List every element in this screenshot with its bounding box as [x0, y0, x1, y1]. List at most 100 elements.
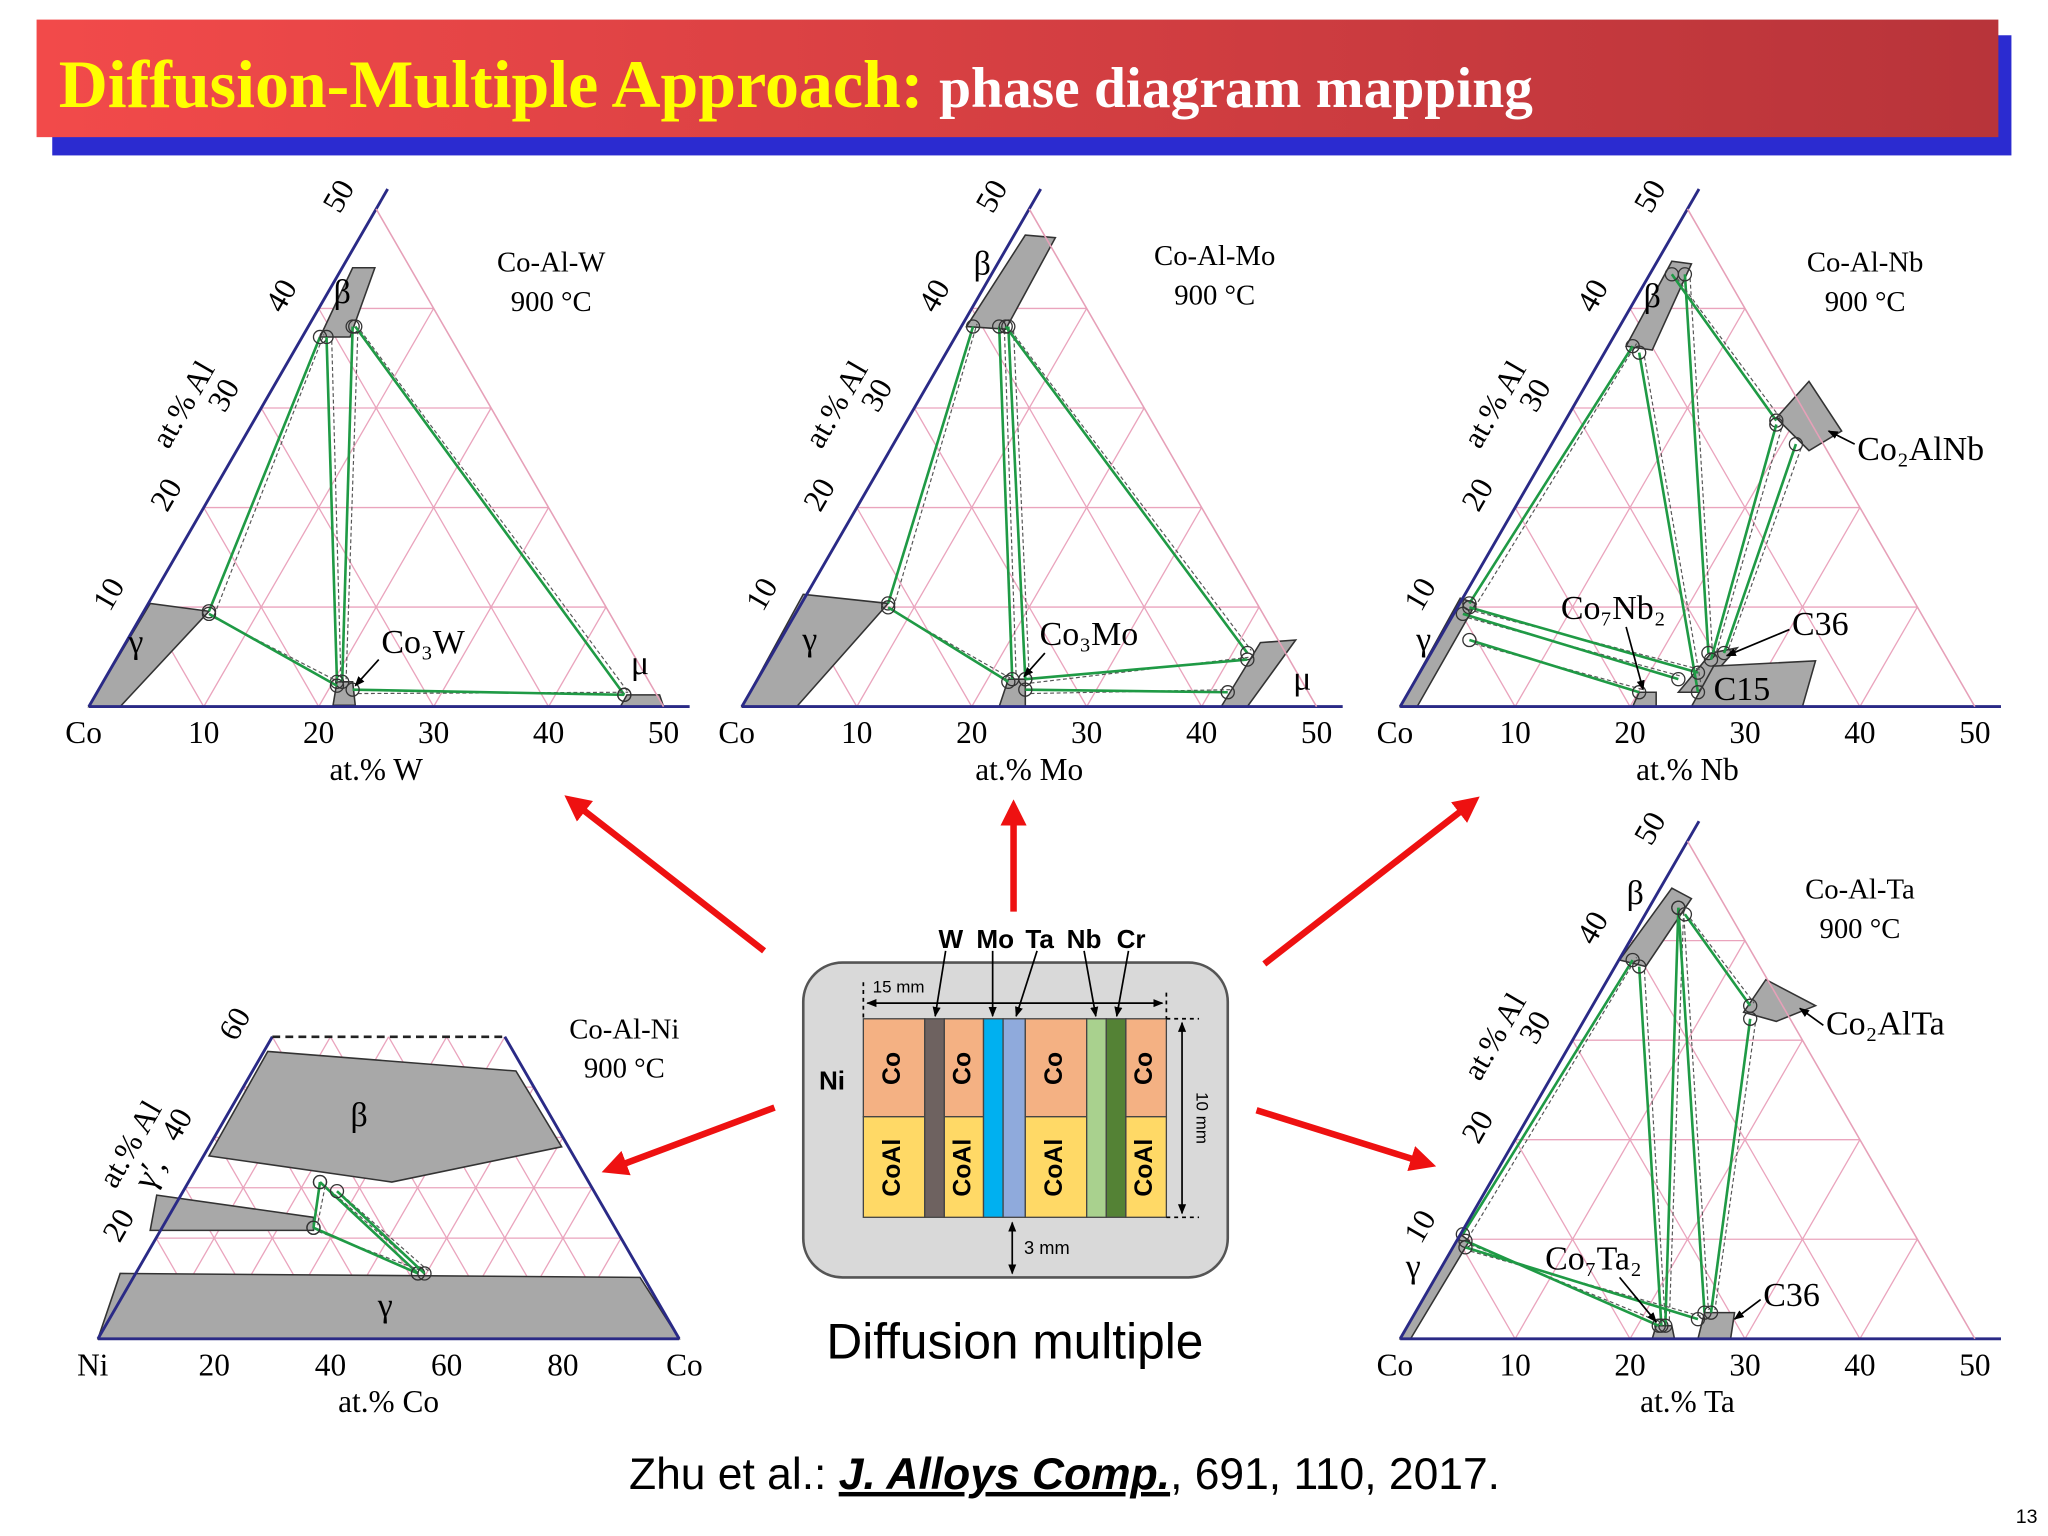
tie-triangle-edge	[1469, 638, 1640, 694]
system-label: Co-Al-Nb	[1807, 247, 1923, 279]
phase-label: β	[334, 274, 351, 311]
phase-label: Co₇Nb₂	[1561, 590, 1666, 627]
citation-authors: Zhu et al.:	[629, 1450, 839, 1499]
tie-triangle-edge	[1683, 274, 1710, 654]
phase-label: Co₃W	[381, 624, 464, 661]
grid-line	[1457, 1238, 1516, 1340]
temperature-label: 900 °C	[1825, 286, 1906, 318]
x-tick-label: 40	[1844, 715, 1875, 750]
axis-line	[96, 1036, 274, 1340]
grid-line	[203, 507, 320, 707]
phase-label: μ	[1293, 661, 1311, 698]
y-tick-label: 20	[1454, 1104, 1500, 1149]
dimension-label: 15 mm	[873, 978, 925, 997]
phase-region	[149, 1194, 315, 1232]
x-tick-label: 30	[1071, 715, 1102, 750]
tie-line	[1010, 330, 1252, 651]
tie-triangle-edge	[325, 336, 339, 682]
sample-point	[201, 606, 217, 622]
x-tick-label: 10	[1499, 715, 1530, 750]
tie-triangle-edge	[1677, 907, 1706, 1313]
axis-line	[375, 208, 665, 708]
ta-strip	[1002, 1018, 1026, 1218]
arrow	[1255, 1107, 1437, 1172]
grid-line	[1514, 507, 1631, 707]
grid-line	[971, 407, 1145, 707]
y-tick-label: 20	[796, 472, 842, 517]
grid-line	[1859, 1238, 1918, 1340]
y-tick-label: 50	[1627, 806, 1673, 851]
tie-triangle-edge	[886, 326, 975, 604]
phase-region	[1631, 691, 1657, 708]
phase-region	[207, 1050, 563, 1183]
coal-block	[1024, 1116, 1088, 1218]
grid-line	[856, 507, 973, 707]
x-tick-label: 50	[1959, 715, 1990, 750]
sample-point	[329, 1184, 345, 1199]
x-axis-label: at.% Mo	[975, 752, 1083, 787]
element-label: Mo	[976, 924, 1014, 954]
dm-leaders	[862, 950, 1200, 1275]
axis-line	[1686, 208, 1976, 708]
title-sub: phase diagram mapping	[939, 57, 1533, 120]
y-tick-label: 10	[85, 572, 131, 617]
citation: Zhu et al.: J. Alloys Comp., 691, 110, 2…	[629, 1450, 1500, 1499]
x-tick-label: 50	[1301, 715, 1332, 750]
sample-point	[1690, 685, 1706, 700]
tie-triangle-edge	[1007, 326, 1027, 680]
tie-line	[213, 334, 325, 616]
tie-triangle-edge	[312, 1226, 419, 1275]
sample-point	[1462, 632, 1477, 648]
phase-region	[87, 602, 211, 708]
tie-triangle-edge	[354, 325, 626, 696]
tie-line	[1689, 278, 1713, 651]
element-label: W	[939, 924, 964, 954]
title: Diffusion-Multiple Approach: phase diagra…	[59, 46, 1533, 122]
tie-line	[1643, 970, 1666, 1324]
sample-point	[306, 1220, 321, 1235]
sample-point	[345, 682, 360, 697]
grid-line	[1629, 308, 1861, 707]
x-tick-label: 60	[431, 1347, 462, 1382]
x-tick-label: 20	[1614, 715, 1645, 750]
label-pointer	[1618, 1276, 1657, 1323]
y-tick-label: 10	[1397, 572, 1443, 617]
x-tick-label: 30	[1729, 715, 1760, 750]
x-tick-label: 10	[188, 715, 219, 750]
sample-point	[1690, 665, 1706, 680]
tie-line	[345, 330, 359, 680]
axis-line	[740, 188, 1042, 708]
mo-strip	[982, 1018, 1004, 1218]
sample-point	[1703, 1305, 1719, 1320]
y-tick-label: 40	[911, 273, 957, 318]
y-tick-label: 50	[968, 174, 1014, 219]
tie-triangle-edge	[336, 1190, 426, 1275]
phase-label: C15	[1714, 671, 1771, 708]
phase-label: γ	[1405, 1248, 1421, 1285]
citation-journal: J. Alloys Comp.	[839, 1450, 1170, 1499]
tie-triangle-edge	[1722, 443, 1798, 654]
x-tick-label: 10	[1499, 1347, 1530, 1382]
base-label: Ni	[819, 1065, 845, 1095]
x-tick-label: 20	[956, 715, 987, 750]
tie-triangle-edge	[1664, 907, 1680, 1326]
phase-label: C36	[1792, 606, 1849, 643]
dimension-label: 3 mm	[1024, 1237, 1070, 1258]
tie-line	[1012, 330, 1030, 677]
y-tick-label: 10	[1397, 1204, 1443, 1249]
tie-triangle-edge	[1670, 273, 1778, 422]
tie-triangle-edge	[340, 326, 354, 682]
sample-point	[965, 319, 981, 334]
label-pointer	[1725, 628, 1790, 657]
corner-label: Co	[1377, 1347, 1414, 1382]
axis-line	[1686, 840, 1976, 1340]
tie-triangle-edge	[312, 1181, 322, 1228]
x-tick-label: 40	[1844, 1347, 1875, 1382]
nb-strip	[1086, 1018, 1107, 1218]
phase-region	[1624, 260, 1693, 351]
system-label: Co-Al-W	[497, 247, 606, 279]
